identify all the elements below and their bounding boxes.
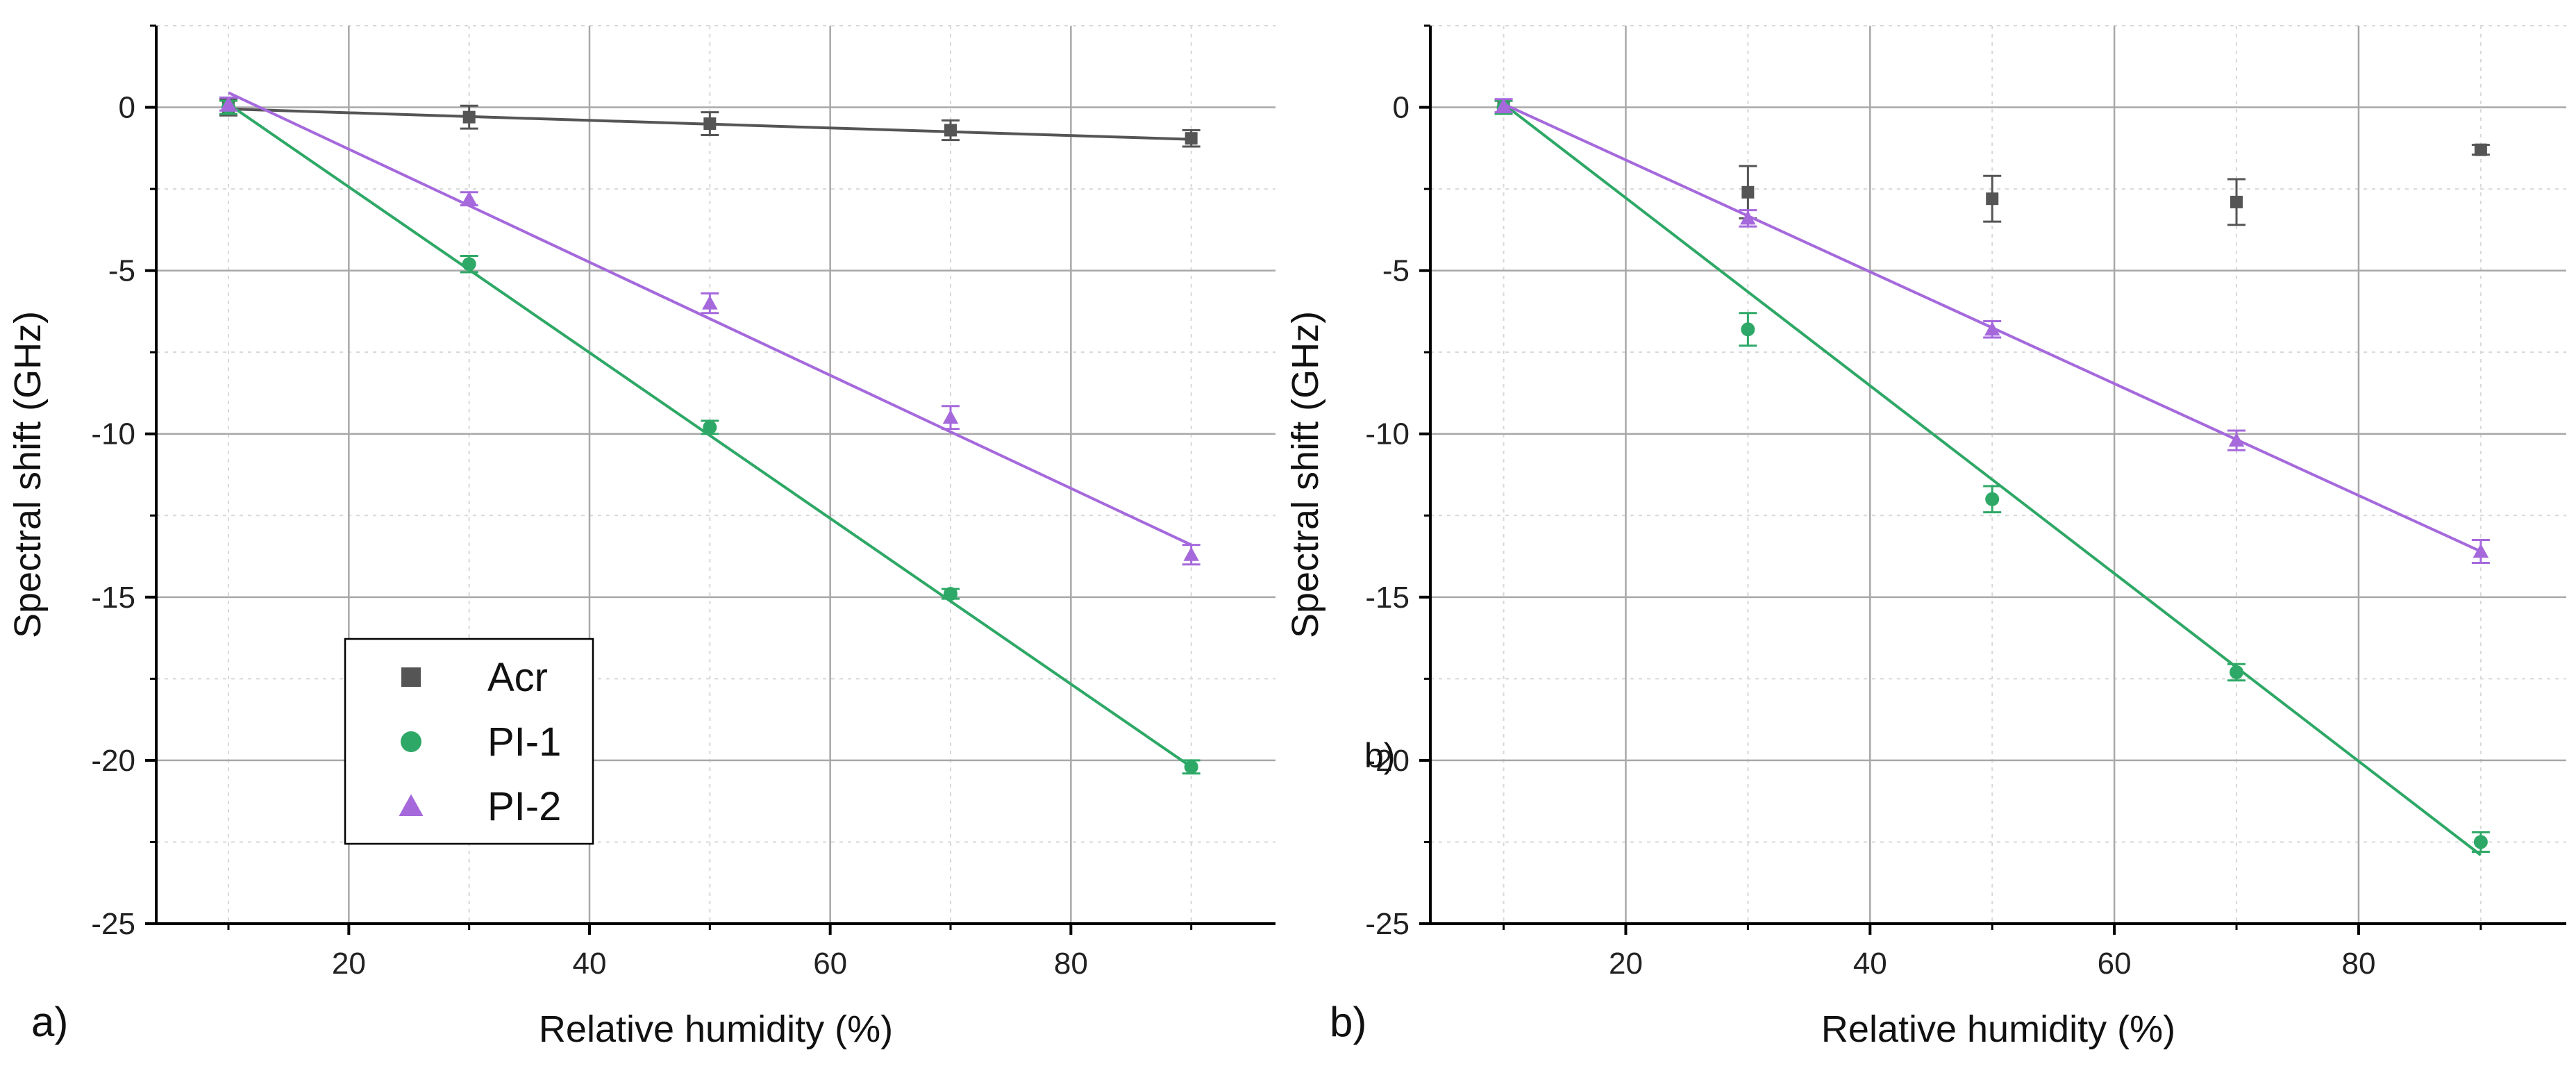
- y-tick-label: -20: [1365, 744, 1410, 778]
- data-point-acr: [1741, 185, 1755, 199]
- legend-label-pi-1: PI-1: [487, 719, 561, 765]
- y-axis-title: Spectral shift (GHz): [7, 311, 49, 638]
- data-point-pi-1: [1741, 322, 1755, 337]
- fit-line-pi-1: [1503, 103, 2482, 856]
- y-tick-label: 0: [119, 91, 135, 125]
- x-tick-label: 80: [2341, 947, 2375, 981]
- data-point-pi-2: [1183, 547, 1199, 561]
- y-tick-label: -10: [91, 417, 135, 451]
- y-tick-label: -20: [91, 744, 135, 778]
- panel-label: b): [1330, 999, 1366, 1045]
- series-pi-2: [219, 91, 1201, 566]
- x-tick-label: 60: [2098, 947, 2132, 981]
- data-point-pi-1: [1184, 760, 1198, 774]
- panel-inner-label: b): [1364, 736, 1395, 775]
- legend-label-pi-2: PI-2: [487, 784, 561, 829]
- panel-b: 20 40 60 80 0 -5 -10 -15 -20 -25 Relative humidity…: [1285, 24, 2566, 1050]
- legend: Acr PI-1 PI-2: [344, 638, 594, 845]
- y-tick-label: 0: [1393, 91, 1410, 125]
- panel-label: a): [31, 999, 68, 1045]
- series-pi-1: [219, 99, 1201, 775]
- data-point-pi-1: [944, 587, 957, 601]
- legend-marker-acr: [401, 667, 421, 687]
- data-point-pi-1: [2230, 665, 2244, 679]
- data-point-pi-2: [220, 96, 237, 110]
- x-tick-label: 40: [1853, 947, 1887, 981]
- series-pi-2: [1494, 97, 2490, 564]
- x-tick-label: 40: [573, 947, 607, 981]
- data-point-acr: [1185, 132, 1198, 145]
- data-point-acr: [944, 124, 957, 137]
- panel-a: 20 40 60 80 0 -5 -10 -15 -20 -25 Relative humidity…: [7, 24, 1276, 1050]
- data-point-pi-1: [2473, 835, 2488, 849]
- data-point-pi-2: [2473, 543, 2489, 558]
- fit-line-pi-2: [228, 91, 1192, 547]
- y-tick-label: -15: [91, 581, 135, 615]
- legend-marker-pi-2: [399, 794, 424, 816]
- legend-marker-pi-1: [401, 731, 421, 752]
- y-tick-label: -15: [1365, 581, 1410, 615]
- legend-box: [344, 638, 594, 845]
- x-tick-label: 60: [813, 947, 847, 981]
- data-point-pi-1: [462, 257, 476, 272]
- data-point-pi-2: [1984, 322, 2000, 336]
- data-point-pi-2: [702, 295, 718, 310]
- y-tick-label: -10: [1365, 417, 1410, 451]
- x-axis-title: Relative humidity (%): [539, 1008, 893, 1050]
- data-point-acr: [2230, 195, 2243, 208]
- x-tick-label: 80: [1054, 947, 1088, 981]
- y-tick-label: -5: [108, 254, 135, 288]
- data-point-pi-2: [1496, 97, 1512, 113]
- fit-line-pi-1: [227, 103, 1192, 768]
- series-acr: [219, 98, 1201, 148]
- y-axis-title: Spectral shift (GHz): [1285, 311, 1326, 638]
- data-point-acr: [462, 110, 476, 124]
- y-tick-label: -25: [91, 907, 135, 941]
- legend-label-acr: Acr: [487, 655, 548, 700]
- y-tick-label: -5: [1382, 254, 1410, 288]
- data-point-acr: [2474, 143, 2487, 156]
- data-point-pi-1: [1985, 492, 2000, 506]
- data-point-pi-2: [1740, 210, 1756, 225]
- y-tick-label: -25: [1365, 907, 1410, 941]
- data-point-acr: [703, 117, 717, 131]
- series-pi-1: [1494, 99, 2490, 856]
- data-point-pi-2: [2228, 432, 2245, 447]
- x-tick-label: 20: [332, 947, 366, 981]
- data-point-acr: [1986, 192, 1999, 206]
- data-point-pi-2: [942, 409, 959, 424]
- x-tick-label: 20: [1609, 947, 1643, 981]
- x-axis-title: Relative humidity (%): [1821, 1008, 2175, 1050]
- data-point-pi-2: [461, 190, 477, 206]
- data-point-pi-1: [703, 420, 717, 435]
